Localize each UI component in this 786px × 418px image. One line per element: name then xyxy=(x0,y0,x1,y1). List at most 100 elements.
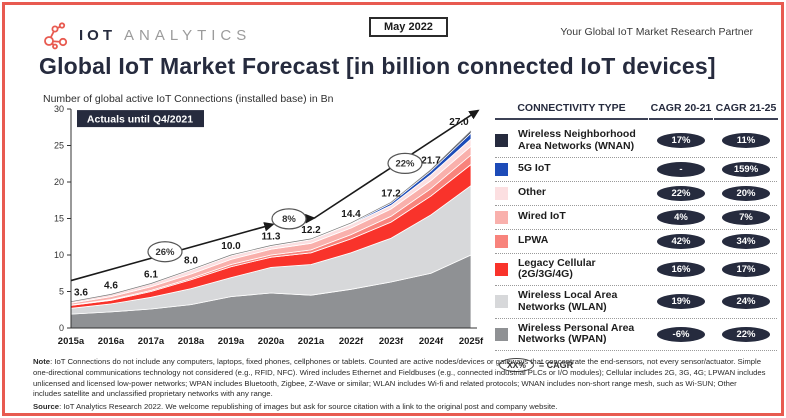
x-tick-label: 2019a xyxy=(218,336,245,347)
cagr-20-21-badge: -6% xyxy=(657,327,705,342)
x-tick-label: 2018a xyxy=(178,336,205,347)
total-value-label: 17.2 xyxy=(381,188,401,199)
source-line: Source: IoT Analytics Research 2022. We … xyxy=(33,402,767,413)
total-value-label: 3.6 xyxy=(74,288,88,299)
table-row: Legacy Cellular (2G/3G/4G) 16% 17% xyxy=(495,254,777,287)
cagr-20-21-cell: 19% xyxy=(649,294,713,309)
total-value-label: 12.2 xyxy=(301,225,321,236)
note-label: Note xyxy=(33,357,50,366)
connectivity-type-label: 5G IoT xyxy=(514,163,648,175)
x-tick-label: 2015a xyxy=(58,336,85,347)
cagr-21-25-badge: 11% xyxy=(722,133,770,148)
table-row: Other 22% 20% xyxy=(495,182,777,206)
brand-logo: IOT ANALYTICS xyxy=(41,20,251,50)
cagr-20-21-badge: 19% xyxy=(657,294,705,309)
y-tick-label: 0 xyxy=(59,323,64,333)
total-value-label: 14.4 xyxy=(341,209,361,220)
legend-swatch xyxy=(495,295,508,308)
cagr-21-25-cell: 11% xyxy=(714,133,778,148)
table-row: LPWA 42% 34% xyxy=(495,230,777,254)
date-badge: May 2022 xyxy=(369,17,448,37)
cagr-21-25-cell: 22% xyxy=(714,327,778,342)
x-tick-label: 2021a xyxy=(298,336,325,347)
brand-name-analytics: ANALYTICS xyxy=(124,27,251,44)
total-value-label: 27.0 xyxy=(449,117,469,128)
header-cagr-21-25: CAGR 21-25 xyxy=(714,102,778,120)
footnote: Note: IoT Connections do not include any… xyxy=(33,357,767,413)
cagr-21-25-badge: 17% xyxy=(722,262,770,277)
actuals-badge-label: Actuals until Q4/2021 xyxy=(87,114,193,126)
cagr-21-25-badge: 34% xyxy=(722,234,770,249)
note-text: : IoT Connections do not include any com… xyxy=(33,357,766,398)
cagr-21-25-badge: 7% xyxy=(722,210,770,225)
x-tick-label: 2016a xyxy=(98,336,125,347)
cagr-21-25-cell: 159% xyxy=(714,162,778,177)
cagr-20-21-badge: 17% xyxy=(657,133,705,148)
legend-swatch xyxy=(495,235,508,248)
table-row: Wireless Local Area Networks (WLAN) 19% 24… xyxy=(495,286,777,319)
y-tick-label: 10 xyxy=(54,250,64,260)
cagr-20-21-badge: 42% xyxy=(657,234,705,249)
page-frame: IOT ANALYTICS May 2022 Your Global IoT M… xyxy=(2,2,784,416)
cagr-20-21-badge: 4% xyxy=(657,210,705,225)
tagline: Your Global IoT Market Research Partner xyxy=(560,26,753,38)
connectivity-type-label: Wireless Personal Area Networks (WPAN) xyxy=(514,323,648,347)
cagr-20-21-cell: -6% xyxy=(649,327,713,342)
x-tick-label: 2017a xyxy=(138,336,165,347)
connectivity-type-label: Legacy Cellular (2G/3G/4G) xyxy=(514,258,648,282)
total-value-label: 8.0 xyxy=(184,256,198,267)
cagr-20-21-badge: 22% xyxy=(657,186,705,201)
legend-swatch xyxy=(495,163,508,176)
legend-swatch xyxy=(495,211,508,224)
header-connectivity-type: CONNECTIVITY TYPE xyxy=(495,102,648,120)
cagr-21-25-badge: 20% xyxy=(722,186,770,201)
cagr-21-25-badge: 22% xyxy=(722,327,770,342)
page-title: Global IoT Market Forecast [in billion c… xyxy=(39,53,716,80)
table-row: Wireless Personal Area Networks (WPAN) -6… xyxy=(495,319,777,352)
x-tick-label: 2020a xyxy=(258,336,285,347)
total-value-label: 4.6 xyxy=(104,280,118,291)
connectivity-table-header: CONNECTIVITY TYPE CAGR 20-21 CAGR 21-25 xyxy=(495,102,777,120)
connectivity-table-rows: Wireless Neighborhood Area Networks (WNA… xyxy=(495,120,777,351)
table-row: Wired IoT 4% 7% xyxy=(495,206,777,230)
cagr-21-25-cell: 7% xyxy=(714,210,778,225)
y-tick-label: 5 xyxy=(59,287,64,297)
cagr-20-21-cell: - xyxy=(649,162,713,177)
cagr-21-25-cell: 20% xyxy=(714,186,778,201)
cagr-21-25-cell: 24% xyxy=(714,294,778,309)
total-value-label: 11.3 xyxy=(262,232,281,243)
x-tick-label: 2024f xyxy=(419,336,444,347)
cagr-21-25-cell: 17% xyxy=(714,262,778,277)
cagr-20-21-cell: 17% xyxy=(649,133,713,148)
cagr-21-25-cell: 34% xyxy=(714,234,778,249)
source-text: : IoT Analytics Research 2022. We welcom… xyxy=(59,402,557,411)
cagr-21-25-badge: 24% xyxy=(722,294,770,309)
connectivity-type-label: Wired IoT xyxy=(514,211,648,223)
forecast-chart-svg: 0510152025302015a2016a2017a2018a2019a202… xyxy=(43,103,495,351)
cagr-21-25-badge: 159% xyxy=(722,162,770,177)
y-tick-label: 30 xyxy=(54,104,64,114)
note-line: Note: IoT Connections do not include any… xyxy=(33,357,767,400)
total-value-label: 10.0 xyxy=(221,241,241,252)
header-cagr-20-21: CAGR 20-21 xyxy=(649,102,713,120)
x-tick-label: 2023f xyxy=(379,336,404,347)
source-label: Source xyxy=(33,402,59,411)
legend-swatch xyxy=(495,263,508,276)
forecast-chart: 0510152025302015a2016a2017a2018a2019a202… xyxy=(43,103,495,351)
y-tick-label: 20 xyxy=(54,177,64,187)
connectivity-type-label: Wireless Local Area Networks (WLAN) xyxy=(514,290,648,314)
y-tick-label: 25 xyxy=(54,141,64,151)
total-value-label: 6.1 xyxy=(144,269,158,280)
cagr-20-21-cell: 42% xyxy=(649,234,713,249)
connectivity-type-label: LPWA xyxy=(514,235,648,247)
legend-swatch xyxy=(495,134,508,147)
cagr-20-21-badge: 16% xyxy=(657,262,705,277)
connectivity-type-label: Wireless Neighborhood Area Networks (WNA… xyxy=(514,129,648,153)
legend-swatch xyxy=(495,187,508,200)
cagr-20-21-badge: - xyxy=(657,162,705,177)
legend-swatch xyxy=(495,328,508,341)
cagr-20-21-cell: 4% xyxy=(649,210,713,225)
total-value-label: 21.7 xyxy=(421,156,441,167)
connectivity-type-label: Other xyxy=(514,187,648,199)
table-row: Wireless Neighborhood Area Networks (WNA… xyxy=(495,120,777,158)
